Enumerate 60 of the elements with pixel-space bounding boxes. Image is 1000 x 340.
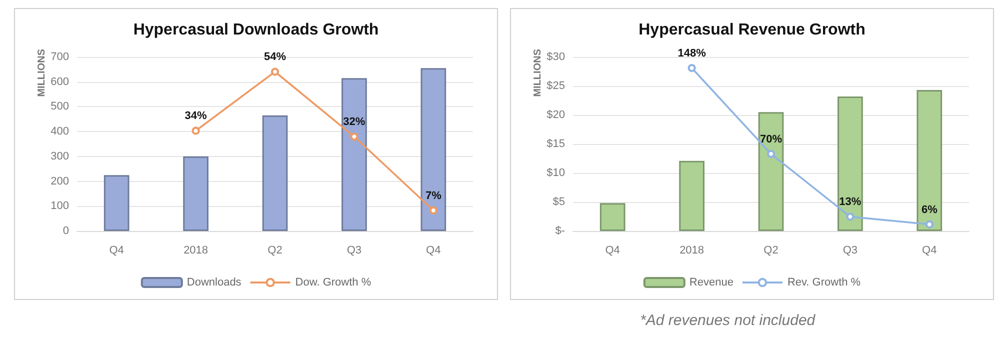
y-tick-label: $20 bbox=[546, 109, 565, 121]
x-tick-label: Q3 bbox=[842, 244, 858, 256]
y-tick-label: $10 bbox=[546, 167, 565, 179]
data-label: 6% bbox=[921, 204, 938, 216]
bar bbox=[262, 115, 288, 231]
y-tick-label: $25 bbox=[546, 80, 565, 92]
x-tick-label: 2018 bbox=[184, 244, 208, 256]
data-label: 70% bbox=[760, 133, 782, 146]
legend-label: Downloads bbox=[186, 276, 242, 288]
point bbox=[271, 68, 279, 76]
bar bbox=[758, 112, 784, 231]
y-tick-label: 600 bbox=[50, 76, 69, 88]
point bbox=[429, 206, 438, 214]
x-tick-label: Q2 bbox=[764, 244, 778, 256]
point bbox=[688, 64, 696, 72]
legend-label: Dow. Growth % bbox=[295, 276, 372, 288]
point bbox=[925, 220, 934, 228]
data-label: 13% bbox=[839, 196, 862, 208]
y-tick-label: $30 bbox=[546, 51, 565, 63]
legend-label: Rev. Growth % bbox=[787, 276, 861, 288]
y-tick-label: 200 bbox=[50, 175, 69, 188]
y-tick-label: $5 bbox=[552, 196, 565, 208]
y-tick-label: $- bbox=[555, 225, 566, 237]
bar bbox=[342, 78, 367, 231]
x-tick-label: Q4 bbox=[605, 244, 620, 256]
bar bbox=[183, 156, 208, 231]
bar bbox=[838, 96, 863, 231]
point bbox=[350, 132, 358, 141]
point bbox=[846, 212, 854, 221]
y-tick-label: 700 bbox=[50, 51, 69, 63]
bar bbox=[916, 90, 942, 231]
point bbox=[767, 150, 775, 158]
chart-title: Hypercasual Downloads Growth bbox=[133, 22, 379, 38]
y-tick-label: $15 bbox=[546, 138, 565, 150]
y-tick-label: 400 bbox=[50, 126, 69, 138]
y-axis-title: MILLIONS bbox=[532, 48, 544, 97]
data-label: 148% bbox=[678, 48, 706, 60]
x-tick-label: Q2 bbox=[268, 244, 282, 256]
data-label: 54% bbox=[264, 51, 286, 64]
y-tick-label: 300 bbox=[50, 150, 69, 162]
y-tick-label: 100 bbox=[50, 200, 69, 212]
data-label: 32% bbox=[343, 116, 366, 128]
bar bbox=[420, 68, 446, 231]
data-label: 7% bbox=[425, 190, 442, 202]
y-axis-title: MILLIONS bbox=[36, 48, 48, 97]
legend-label: Revenue bbox=[689, 276, 734, 288]
data-label: 34% bbox=[184, 110, 208, 122]
bar bbox=[679, 160, 704, 231]
bar bbox=[104, 175, 130, 231]
x-tick-label: 2018 bbox=[680, 244, 704, 256]
bar bbox=[600, 203, 626, 231]
y-tick-label: 0 bbox=[62, 225, 69, 237]
chart-title: Hypercasual Revenue Growth bbox=[638, 22, 866, 38]
x-tick-label: Q4 bbox=[426, 244, 441, 256]
x-tick-label: Q4 bbox=[109, 244, 124, 256]
x-tick-label: Q3 bbox=[346, 244, 362, 256]
y-tick-label: 500 bbox=[50, 100, 69, 113]
text: *Ad revenues not included bbox=[640, 312, 816, 329]
point bbox=[192, 126, 200, 135]
x-tick-label: Q4 bbox=[922, 244, 937, 256]
